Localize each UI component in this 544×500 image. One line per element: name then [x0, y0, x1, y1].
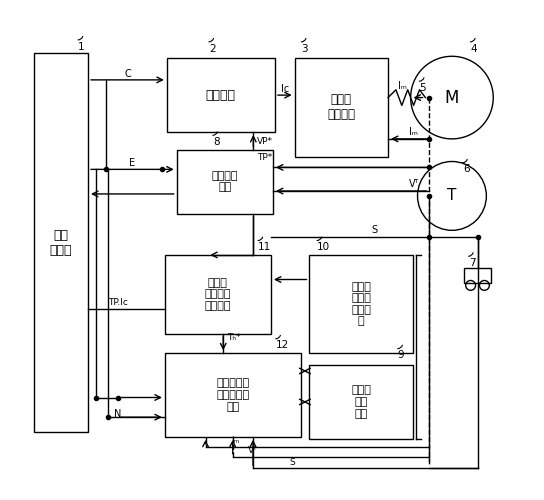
Bar [165, 353, 300, 437]
Text: N: N [114, 410, 121, 420]
Text: Iₘ: Iₘ [231, 436, 239, 446]
Text: 1: 1 [78, 42, 85, 51]
Text: 门控制楼层
数据再设定
手段: 门控制楼层 数据再设定 手段 [216, 378, 249, 412]
Text: 2: 2 [209, 44, 215, 54]
Text: 6: 6 [463, 164, 469, 174]
Text: 5: 5 [419, 83, 426, 93]
Text: 12: 12 [276, 340, 289, 350]
Text: TP*: TP* [257, 153, 273, 162]
Bar [165, 255, 271, 334]
Text: M: M [445, 88, 459, 106]
Bar [310, 255, 412, 354]
Text: T: T [447, 188, 456, 204]
Text: 门控制
楼层数
据存储
部: 门控制 楼层数 据存储 部 [351, 282, 371, 327]
Text: Tₕ*: Tₕ* [227, 333, 240, 342]
Text: S: S [289, 458, 295, 467]
Text: Iₘ: Iₘ [409, 127, 418, 137]
Text: C: C [124, 69, 131, 79]
Bar [177, 150, 273, 214]
Text: 8: 8 [213, 137, 220, 147]
Text: 开闭履
历存
储部: 开闭履 历存 储部 [351, 386, 371, 418]
Text: 3: 3 [301, 44, 308, 54]
Text: 门控制
楼层数据
提取手段: 门控制 楼层数据 提取手段 [205, 278, 231, 311]
Text: 过载检测
手段: 过载检测 手段 [212, 171, 238, 192]
Text: 4: 4 [471, 44, 477, 54]
Text: Vᵀ: Vᵀ [248, 446, 257, 455]
Bar [34, 54, 88, 432]
Text: Vᵀ: Vᵀ [409, 179, 419, 189]
Text: 9: 9 [398, 350, 405, 360]
Text: E: E [129, 158, 135, 168]
Text: S: S [371, 226, 378, 235]
Text: 电梯
控制板: 电梯 控制板 [50, 228, 72, 256]
Text: 10: 10 [317, 242, 330, 252]
Bar [463, 268, 491, 283]
Text: VP*: VP* [257, 138, 273, 146]
Text: 门电动
机驱动器: 门电动 机驱动器 [327, 94, 355, 122]
Text: 11: 11 [258, 242, 271, 252]
Text: 7: 7 [469, 258, 475, 268]
Bar [310, 365, 412, 439]
Text: Ic: Ic [281, 84, 289, 94]
Text: Iₘ: Iₘ [398, 81, 407, 91]
Text: 门控制器: 门控制器 [206, 88, 236, 102]
Bar [167, 58, 275, 132]
Bar [295, 58, 388, 156]
Text: TP.Ic: TP.Ic [108, 298, 127, 306]
